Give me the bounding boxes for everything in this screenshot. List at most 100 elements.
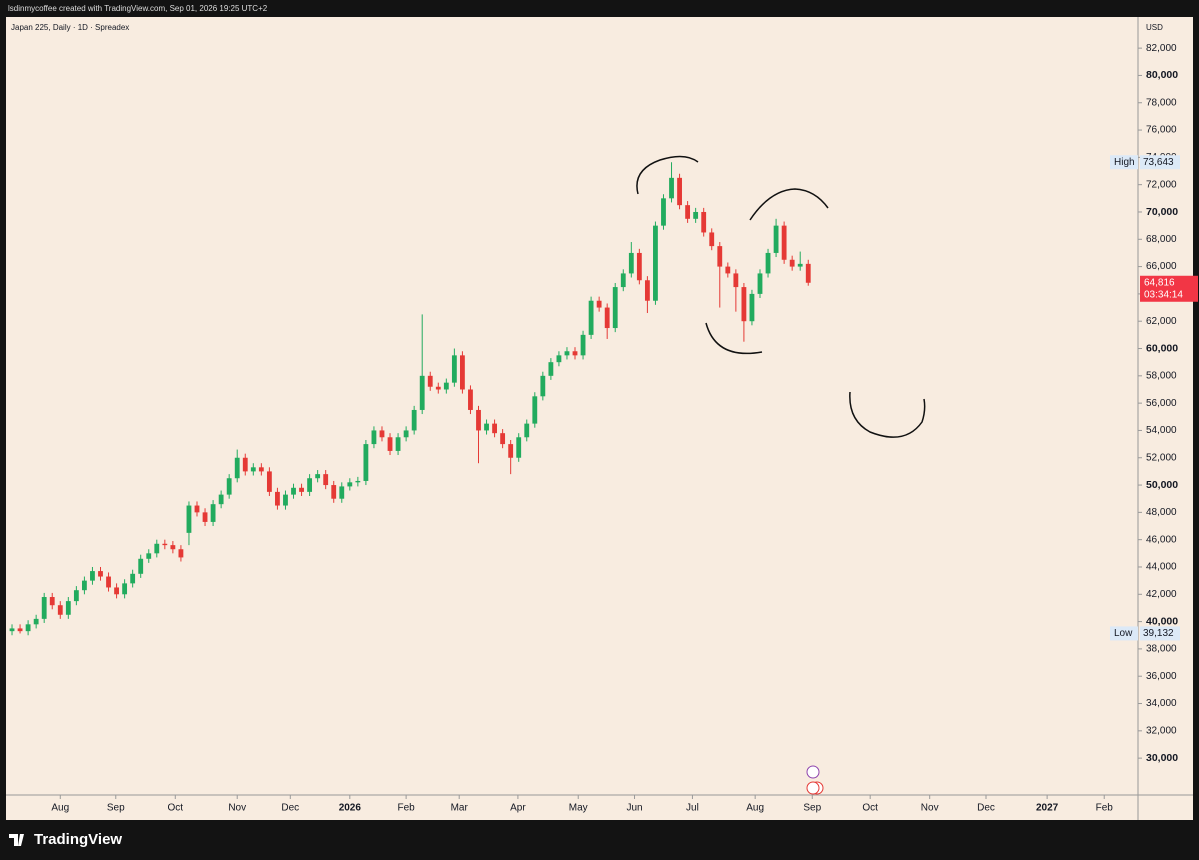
candle-body [130,573,136,584]
candle-body [98,571,103,577]
candle-body [347,482,353,487]
candle-body [363,444,369,481]
candle-body [218,494,224,505]
candle-body [669,177,674,199]
price-tag-name-bg [1110,155,1138,170]
countdown: 03:34:14 [1144,289,1183,300]
logo [9,834,24,846]
candle-body [564,351,570,356]
x-tick-label: Mar [451,803,469,814]
x-tick-label: Feb [1096,803,1114,814]
x-tick-label: Aug [746,803,764,814]
candle-body [805,263,811,283]
x-tick-label: Aug [51,803,69,814]
price-tag-name-bg [1110,626,1138,641]
candle-body [588,300,594,335]
candle-body [733,273,739,288]
y-tick-label: 58,000 [1146,370,1177,381]
candle-body [25,624,31,632]
candle-body [757,273,763,294]
y-tick-label: 78,000 [1146,97,1177,108]
last-price-bg [1140,275,1198,302]
candle-body [234,457,240,479]
candle-body [371,430,377,445]
candle-body [275,491,280,506]
candle-body [81,580,87,591]
candle-body [717,246,723,267]
x-tick-label: Nov [921,803,939,814]
x-tick-label: Jun [626,803,642,814]
last-price: 64,816 [1144,277,1175,288]
y-tick-label: 72,000 [1146,179,1177,190]
candle-body [387,437,393,451]
y-tick-label: 52,000 [1146,452,1177,463]
price-tag-name: Low [1114,628,1133,639]
candle-body [106,576,111,588]
candle-body [580,334,586,356]
y-tick-label: 56,000 [1146,398,1177,409]
candle-body [178,549,184,558]
candle-body [146,553,152,559]
candle-body [685,205,691,219]
y-tick-label: 30,000 [1146,752,1178,764]
y-tick-label: 46,000 [1146,534,1177,545]
candle-body [250,467,256,472]
candle-body [516,437,522,458]
candle-body [162,543,168,546]
candle-body [556,355,562,363]
candle-body [693,211,699,219]
candle-body [604,307,610,329]
y-tick-label: 66,000 [1146,261,1177,272]
currency: USD [1146,23,1163,32]
x-tick-label: Dec [977,803,995,814]
x-tick-label: May [569,803,588,814]
candle-body [532,396,538,424]
candle-body [749,293,755,322]
candle-body [492,423,497,434]
y-tick-label: 38,000 [1146,644,1177,655]
y-tick-label: 68,000 [1146,234,1177,245]
candle-body [122,583,128,595]
candle-body [291,487,296,495]
candle-body [709,232,715,247]
credit: lsdinmycoffee created with TradingView.c… [8,4,268,13]
candle-body [500,433,506,445]
x-tick-label: Oct [168,803,184,814]
y-tick-label: 76,000 [1146,125,1177,136]
x-tick-label: Sep [107,803,125,814]
candle-body [435,386,441,390]
candle-body [612,287,618,329]
candle-body [484,423,489,431]
candle-body [419,375,425,410]
candle-body [41,597,47,619]
x-tick-label: Sep [803,803,821,814]
y-tick-label: 80,000 [1146,69,1178,81]
event-icons [806,765,824,795]
y-tick-label: 70,000 [1146,206,1178,218]
candle-body [781,225,787,260]
price-tag-bg [1140,626,1180,641]
candle-body [427,375,433,387]
candle-body [572,351,578,356]
candle-body [460,355,465,390]
candle-body [508,444,514,458]
candle-body [677,177,682,206]
candle-body [540,375,546,397]
candle-body [644,280,650,301]
candle-body [443,382,449,390]
candle-body [379,430,385,438]
y-tick-label: 42,000 [1146,589,1177,600]
candle-body [17,628,23,632]
candle-body [138,558,144,574]
candle-body [49,597,55,606]
price-tag: 73,643 [1143,157,1174,168]
candle-body [636,252,642,281]
y-tick-label: 48,000 [1146,507,1177,518]
x-tick-label: Oct [862,803,878,814]
candle-body [186,505,192,533]
candle-body [299,487,304,492]
x-tick-label: Apr [510,803,526,814]
candle-body [789,259,795,267]
